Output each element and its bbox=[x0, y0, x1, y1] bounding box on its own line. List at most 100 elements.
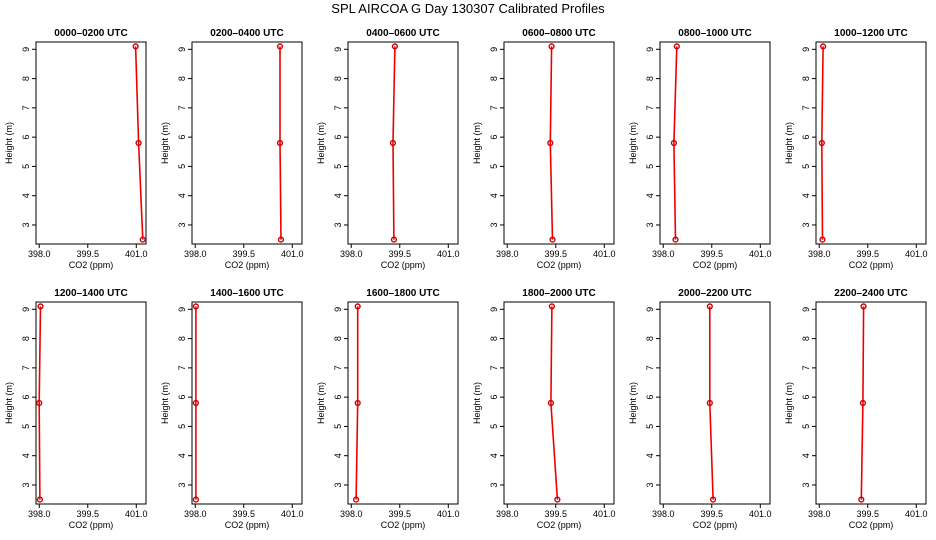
y-axis-label: Height (m) bbox=[472, 122, 482, 164]
panel-3: 0400–0600 UTC 398.0 399.5 401.0 CO2 (ppm) 3 4 5… bbox=[316, 28, 460, 270]
data-point bbox=[673, 43, 680, 50]
panel-title: 1600–1800 UTC bbox=[366, 288, 439, 299]
x-axis-label: CO2 (ppm) bbox=[849, 520, 894, 530]
profile-line bbox=[549, 46, 554, 240]
panel-4: 0600–0800 UTC 398.0 399.5 401.0 CO2 (ppm) 3 4 5… bbox=[472, 28, 616, 270]
data-point bbox=[36, 496, 43, 503]
data-point bbox=[390, 236, 398, 243]
y-tick-label: 6 bbox=[489, 395, 499, 400]
y-tick-label: 5 bbox=[333, 164, 343, 169]
x-tick-label: 401.0 bbox=[905, 249, 928, 259]
y-tick-label: 7 bbox=[489, 365, 499, 370]
y-tick-label: 7 bbox=[333, 365, 343, 370]
x-axis-label: CO2 (ppm) bbox=[849, 260, 894, 270]
y-tick-label: 7 bbox=[645, 105, 655, 110]
y-axis-label: Height (m) bbox=[472, 382, 482, 424]
data-point bbox=[818, 139, 825, 147]
x-tick-label: 401.0 bbox=[437, 249, 460, 259]
y-axis-label: Height (m) bbox=[4, 122, 14, 164]
panel-12: 2200–2400 UTC 398.0 399.5 401.0 CO2 (ppm) 3 4 5… bbox=[784, 288, 928, 530]
panel-title: 0000–0200 UTC bbox=[54, 28, 127, 39]
page-title: SPL AIRCOA G Day 130307 Calibrated Profi… bbox=[331, 1, 605, 16]
x-tick-label: 398.0 bbox=[184, 509, 207, 519]
data-point bbox=[276, 139, 284, 147]
x-axis-label: CO2 (ppm) bbox=[537, 260, 582, 270]
x-tick-label: 398.0 bbox=[28, 249, 51, 259]
y-axis-label: Height (m) bbox=[4, 382, 14, 424]
y-tick-label: 4 bbox=[177, 453, 187, 458]
panel-title: 2200–2400 UTC bbox=[834, 288, 907, 299]
data-point bbox=[37, 303, 44, 310]
y-tick-label: 6 bbox=[177, 135, 187, 140]
x-tick-label: 399.5 bbox=[76, 249, 99, 259]
panel-title: 2000–2200 UTC bbox=[678, 288, 751, 299]
profile-line bbox=[860, 306, 865, 500]
y-tick-label: 8 bbox=[489, 336, 499, 341]
y-tick-label: 6 bbox=[177, 395, 187, 400]
data-point bbox=[391, 43, 399, 50]
x-tick-label: 401.0 bbox=[749, 509, 772, 519]
y-tick-label: 5 bbox=[21, 424, 31, 429]
profile-line bbox=[38, 306, 42, 500]
y-tick-label: 4 bbox=[801, 453, 811, 458]
y-tick-label: 3 bbox=[645, 222, 655, 227]
y-tick-label: 9 bbox=[801, 47, 811, 52]
y-tick-label: 9 bbox=[21, 47, 31, 52]
panel-10: 1800–2000 UTC 398.0 399.5 401.0 CO2 (ppm) 3 4 5… bbox=[472, 288, 616, 530]
y-tick-label: 4 bbox=[645, 193, 655, 198]
y-tick-label: 3 bbox=[177, 222, 187, 227]
y-tick-label: 5 bbox=[177, 424, 187, 429]
x-axis-label: CO2 (ppm) bbox=[537, 520, 582, 530]
x-tick-label: 399.5 bbox=[700, 249, 723, 259]
x-axis-label: CO2 (ppm) bbox=[69, 260, 114, 270]
x-tick-label: 399.5 bbox=[232, 509, 255, 519]
y-tick-label: 8 bbox=[801, 336, 811, 341]
x-tick-label: 398.0 bbox=[28, 509, 51, 519]
data-point bbox=[547, 139, 554, 147]
data-point bbox=[548, 303, 555, 310]
x-axis-label: CO2 (ppm) bbox=[693, 520, 738, 530]
x-tick-label: 398.0 bbox=[340, 249, 363, 259]
y-tick-label: 9 bbox=[177, 47, 187, 52]
x-tick-label: 401.0 bbox=[437, 509, 460, 519]
x-tick-label: 399.5 bbox=[232, 249, 255, 259]
y-tick-label: 4 bbox=[21, 193, 31, 198]
panel-8: 1400–1600 UTC 398.0 399.5 401.0 CO2 (ppm) 3 4 5… bbox=[160, 288, 304, 530]
panel-title: 1000–1200 UTC bbox=[834, 28, 907, 39]
plot-frame bbox=[347, 301, 459, 505]
plot-frame bbox=[35, 41, 147, 245]
profile-line bbox=[279, 46, 282, 240]
plot-frame bbox=[503, 301, 615, 505]
plot-frame bbox=[35, 301, 147, 505]
profile-line bbox=[673, 46, 678, 240]
y-tick-label: 6 bbox=[645, 395, 655, 400]
y-tick-label: 6 bbox=[21, 135, 31, 140]
y-tick-label: 5 bbox=[21, 164, 31, 169]
data-point bbox=[139, 236, 146, 243]
y-tick-label: 3 bbox=[801, 222, 811, 227]
y-tick-label: 7 bbox=[177, 365, 187, 370]
profile-line bbox=[355, 306, 359, 500]
data-point bbox=[547, 399, 555, 407]
y-tick-label: 6 bbox=[801, 135, 811, 140]
data-point bbox=[672, 236, 679, 243]
y-tick-label: 8 bbox=[489, 76, 499, 81]
y-tick-label: 6 bbox=[21, 395, 31, 400]
y-tick-label: 4 bbox=[177, 193, 187, 198]
data-point bbox=[706, 303, 713, 310]
data-point bbox=[192, 399, 199, 407]
y-tick-label: 5 bbox=[801, 164, 811, 169]
y-tick-label: 3 bbox=[21, 482, 31, 487]
profile-line bbox=[708, 306, 714, 500]
profile-line bbox=[820, 46, 824, 240]
y-tick-label: 6 bbox=[333, 395, 343, 400]
x-tick-label: 401.0 bbox=[593, 249, 616, 259]
y-tick-label: 8 bbox=[21, 76, 31, 81]
y-tick-label: 9 bbox=[177, 307, 187, 312]
x-tick-label: 398.0 bbox=[652, 249, 675, 259]
y-tick-label: 8 bbox=[177, 76, 187, 81]
plot-frame bbox=[503, 41, 615, 245]
y-axis-label: Height (m) bbox=[784, 382, 794, 424]
data-point bbox=[36, 399, 43, 407]
plot-frame bbox=[191, 41, 303, 245]
